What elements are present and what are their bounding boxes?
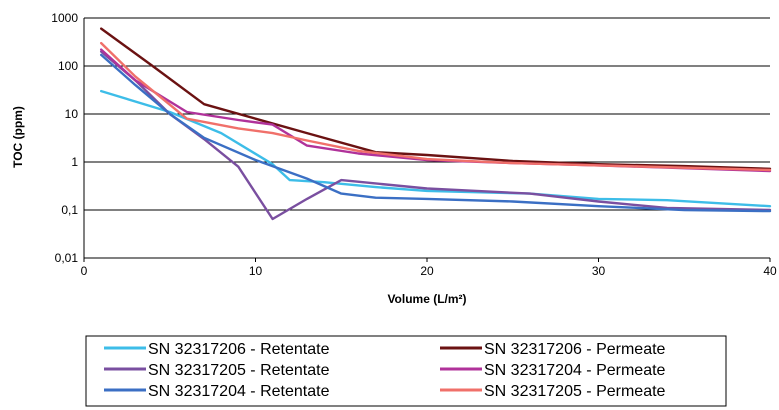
legend: SN 32317206 - Retentate SN 32317206 - Per… [85,335,727,407]
y-tick-label: 10 [65,107,79,121]
y-tick-label: 100 [58,59,78,73]
x-tick-label: 40 [763,264,777,278]
legend-label-1: SN 32317206 - Retentate [148,341,330,358]
series-line-2 [99,27,772,171]
series-line-6 [99,41,772,172]
x-tick-label: 0 [81,264,88,278]
series-line-5 [99,53,772,213]
x-axis-title: Volume (L/m²) [387,292,466,306]
series-line-4 [99,48,772,173]
x-tick-label: 10 [249,264,263,278]
legend-label-3: SN 32317205 - Retentate [148,362,330,379]
x-tick-label: 20 [420,264,434,278]
legend-label-4: SN 32317204 - Permeate [484,362,666,379]
series-lines [99,27,772,221]
gridlines [84,17,770,211]
axes [83,18,771,262]
series-line-1 [99,89,772,208]
y-axis-title: TOC (ppm) [11,106,25,168]
x-tick-label: 30 [592,264,606,278]
tick-labels: 0,01 0,1 1 10 100 1000 0 10 20 30 40 [51,11,777,278]
legend-label-5: SN 32317204 - Retentate [148,383,330,400]
y-tick-label: 0,01 [55,251,79,265]
y-tick-label: 1000 [51,11,78,25]
y-tick-label: 0,1 [61,203,78,217]
legend-label-2: SN 32317206 - Permeate [484,341,666,358]
legend-label-6: SN 32317205 - Permeate [484,383,666,400]
y-tick-label: 1 [71,155,78,169]
legend-box [85,335,727,407]
